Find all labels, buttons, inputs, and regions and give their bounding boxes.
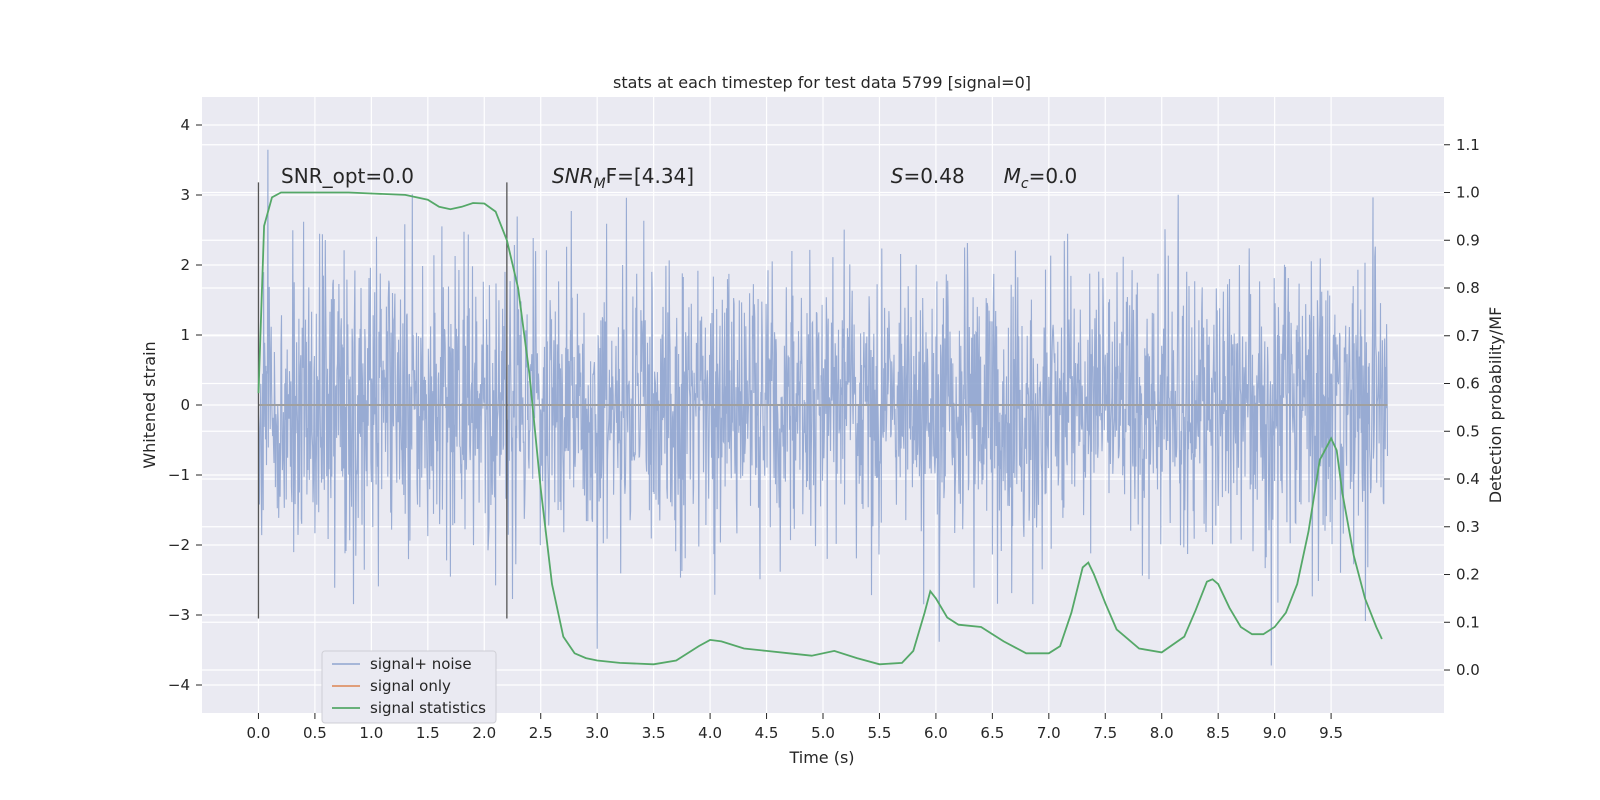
legend: signal+ noise signal only signal statistic… (321, 650, 497, 724)
y2-tick-label: 0.8 (1456, 279, 1480, 297)
y-tick-label: 0 (180, 396, 190, 414)
annotation-text: Mc=0.0 (1004, 164, 1078, 192)
legend-label: signal only (370, 677, 451, 695)
x-tick-label: 5.0 (811, 724, 835, 742)
y2-tick-label: 0.5 (1456, 422, 1480, 440)
y2-axis-title: Detection probability/MF (1486, 307, 1505, 504)
annotations: SNR_opt=0.0 SNRMF=[4.34] S=0.48 Mc=0.0 (281, 164, 1077, 192)
x-tick-label: 1.5 (416, 724, 440, 742)
y2-axis-ticks: 1.1 1.0 0.9 0.8 0.7 0.6 0.5 0.4 0.3 0.2 0.1 0.0 (1444, 136, 1480, 679)
y-tick-label: −1 (168, 466, 190, 484)
y2-tick-label: 0.9 (1456, 231, 1480, 249)
vertical-markers (257, 182, 508, 619)
y2-tick-label: 0.0 (1456, 661, 1480, 679)
y-tick-label: 4 (180, 116, 190, 134)
y-tick-label: 1 (180, 326, 190, 344)
x-tick-label: 4.0 (698, 724, 722, 742)
annotation-text: S=0.48 (891, 164, 965, 188)
y-tick-label: −4 (168, 676, 190, 694)
noise-trace (257, 149, 1389, 666)
y2-tick-label: 0.7 (1456, 327, 1480, 345)
statistics-line (257, 191, 1383, 666)
x-tick-label: 3.0 (585, 724, 609, 742)
y-axis-ticks: 4 3 2 1 0 −1 −2 −3 −4 (168, 116, 202, 694)
chart-title: stats at each timestep for test data 579… (613, 73, 1031, 92)
series-signal-statistics (257, 191, 1383, 666)
x-tick-label: 6.0 (924, 724, 948, 742)
x-axis-title: Time (s) (788, 748, 854, 767)
series-signal-noise (257, 149, 1389, 666)
legend-label: signal statistics (370, 699, 486, 717)
x-tick-label: 7.0 (1037, 724, 1061, 742)
x-tick-label: 0.0 (247, 724, 271, 742)
x-tick-label: 2.0 (472, 724, 496, 742)
x-axis-ticks: 0.0 0.5 1.0 1.5 2.0 2.5 3.0 3.5 4.0 4.5 5.0 5.5 6.0 6… (247, 713, 1343, 742)
x-tick-label: 3.5 (642, 724, 666, 742)
y2-tick-label: 0.3 (1456, 518, 1480, 536)
y-tick-label: 2 (180, 256, 190, 274)
y2-tick-label: 0.4 (1456, 470, 1480, 488)
y2-tick-label: 1.0 (1456, 184, 1480, 202)
x-tick-label: 7.5 (1093, 724, 1117, 742)
y2-tick-label: 1.1 (1456, 136, 1480, 154)
annotation-text: SNRMF=[4.34] (552, 164, 694, 192)
y-tick-label: 3 (180, 186, 190, 204)
x-tick-label: 4.5 (755, 724, 779, 742)
y-axis-title: Whitened strain (140, 341, 159, 468)
x-tick-label: 1.0 (359, 724, 383, 742)
x-tick-label: 2.5 (529, 724, 553, 742)
legend-label: signal+ noise (370, 655, 472, 673)
annotation-text: SNR_opt=0.0 (281, 164, 414, 188)
legend-box (321, 650, 497, 724)
x-tick-label: 6.5 (980, 724, 1004, 742)
x-tick-label: 9.0 (1263, 724, 1287, 742)
x-tick-label: 9.5 (1319, 724, 1343, 742)
x-tick-label: 8.5 (1206, 724, 1230, 742)
x-tick-label: 0.5 (303, 724, 327, 742)
y2-tick-label: 0.2 (1456, 566, 1480, 584)
y2-tick-label: 0.6 (1456, 375, 1480, 393)
y2-tick-label: 0.1 (1456, 613, 1480, 631)
y-tick-label: −2 (168, 536, 190, 554)
x-tick-label: 8.0 (1150, 724, 1174, 742)
y-tick-label: −3 (168, 606, 190, 624)
x-tick-label: 5.5 (868, 724, 892, 742)
